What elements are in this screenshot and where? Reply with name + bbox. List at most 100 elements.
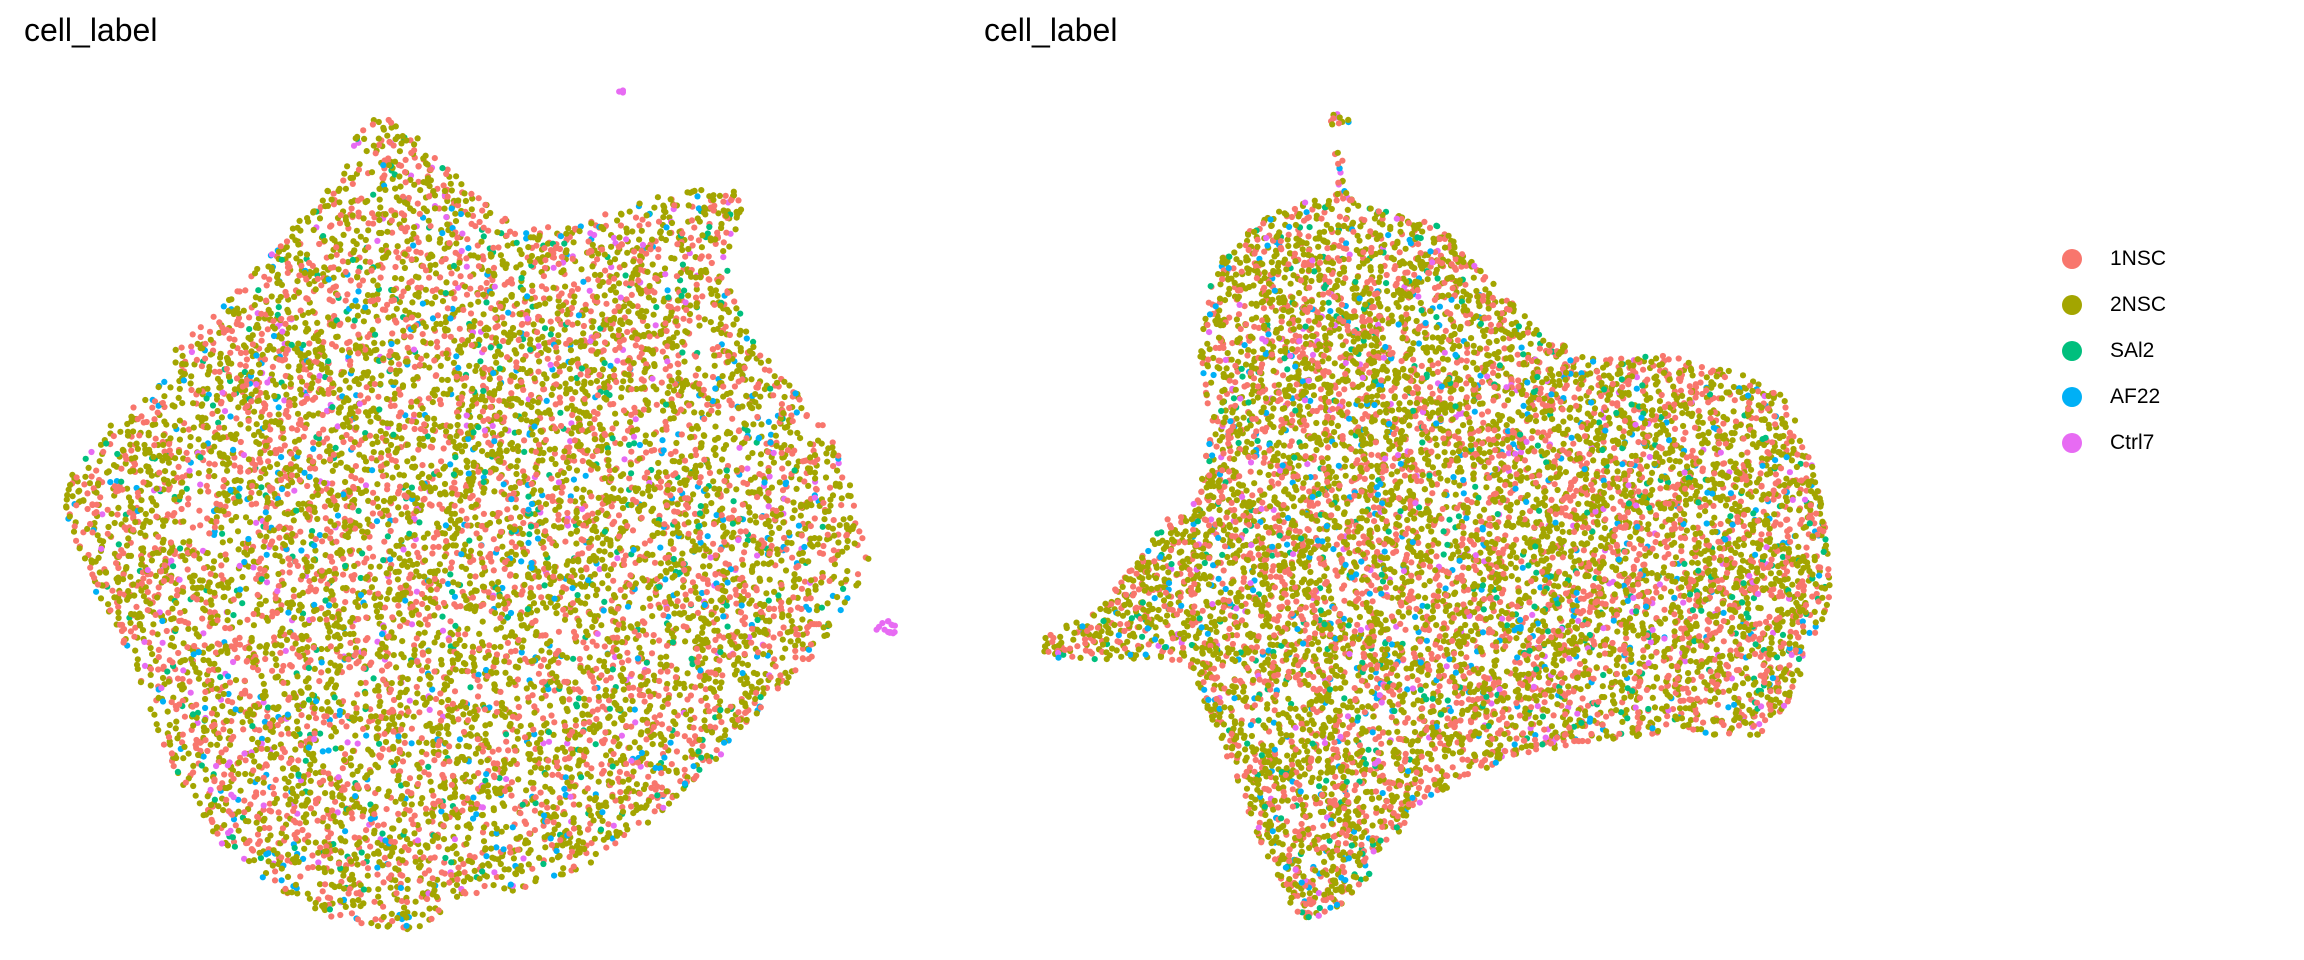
data-point (299, 826, 306, 834)
data-point (397, 871, 404, 878)
data-point (529, 282, 536, 289)
data-point (606, 705, 614, 712)
data-point (687, 234, 695, 241)
data-point (766, 576, 773, 583)
data-point (672, 448, 679, 455)
data-point (628, 723, 635, 730)
data-point (362, 298, 369, 305)
data-point (649, 375, 656, 382)
data-point (232, 677, 240, 684)
data-point (312, 839, 319, 846)
data-point (658, 721, 666, 728)
data-point (683, 466, 690, 473)
data-point (224, 617, 231, 624)
data-point (594, 630, 601, 638)
data-point (269, 784, 276, 791)
data-point (337, 911, 344, 919)
data-point (284, 725, 291, 732)
data-point (233, 375, 241, 382)
data-point (671, 518, 678, 525)
data-point (306, 340, 313, 347)
data-point (558, 269, 565, 276)
data-point (816, 535, 823, 542)
data-point (331, 694, 338, 701)
data-point (519, 644, 526, 651)
data-point (772, 432, 780, 439)
data-point (502, 634, 509, 641)
data-point (305, 714, 312, 721)
data-point (538, 765, 545, 772)
data-point (242, 757, 249, 764)
data-point (658, 784, 666, 791)
data-point (408, 725, 415, 732)
data-point (85, 464, 92, 471)
data-point (287, 796, 294, 803)
data-point (360, 318, 367, 325)
data-point (426, 905, 433, 912)
data-point (271, 392, 278, 400)
data-point (730, 529, 737, 537)
data-point (455, 743, 462, 750)
data-point (445, 696, 452, 704)
data-point (621, 456, 628, 463)
data-point (241, 855, 248, 862)
data-point (428, 915, 435, 923)
data-point (689, 579, 697, 586)
data-point (458, 247, 465, 255)
data-point (242, 514, 250, 521)
data-point (299, 589, 307, 597)
data-point (496, 441, 504, 448)
data-point (285, 609, 292, 616)
data-point (287, 461, 294, 468)
data-point (515, 447, 522, 455)
data-point (757, 393, 764, 400)
data-point (235, 827, 242, 834)
data-point (383, 806, 390, 813)
data-point (461, 642, 468, 650)
data-point (465, 717, 472, 724)
data-point (195, 436, 202, 443)
data-point (320, 763, 327, 770)
data-point (514, 457, 521, 464)
data-point (455, 631, 462, 638)
data-point (743, 335, 750, 342)
data-point (641, 501, 648, 508)
data-point (757, 359, 765, 366)
data-point (651, 808, 658, 815)
data-point (572, 717, 579, 724)
data-point (765, 561, 772, 568)
data-point (664, 390, 671, 397)
data-point (167, 384, 174, 391)
data-point (649, 638, 657, 645)
data-point (587, 379, 594, 386)
data-point (155, 646, 162, 654)
data-point (548, 391, 555, 398)
data-point (224, 673, 232, 680)
data-point (737, 528, 744, 535)
data-point (310, 445, 317, 452)
data-point (94, 532, 101, 539)
data-point (228, 327, 235, 335)
data-point (750, 421, 757, 428)
data-point (681, 733, 688, 740)
data-point (240, 451, 247, 459)
data-point (250, 711, 257, 718)
data-point (704, 401, 711, 408)
data-point (378, 247, 385, 254)
data-point (687, 716, 694, 723)
data-point (435, 730, 442, 737)
data-point (689, 242, 696, 249)
data-point (347, 277, 354, 284)
data-point (304, 684, 311, 691)
data-point (131, 461, 139, 468)
data-point (289, 645, 296, 652)
data-point (344, 340, 351, 347)
data-point (535, 457, 543, 464)
data-point (429, 686, 436, 693)
data-point (392, 877, 399, 884)
data-point (527, 585, 534, 592)
data-point (323, 684, 330, 691)
data-point (739, 556, 746, 563)
data-point (295, 782, 302, 789)
data-point (692, 254, 699, 261)
